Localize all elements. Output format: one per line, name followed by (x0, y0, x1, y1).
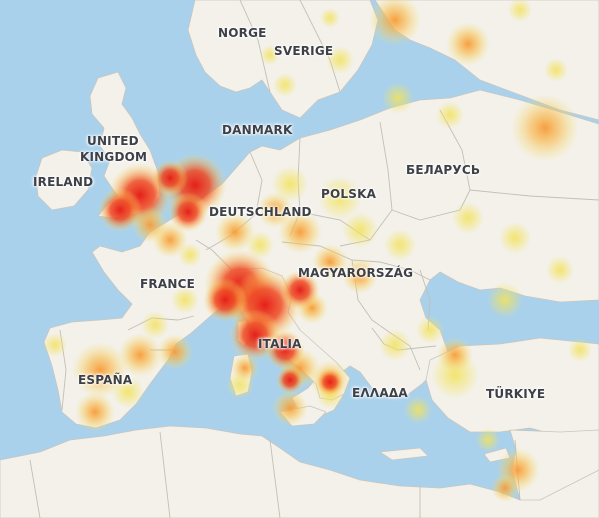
label-united-kingdom-line1: UNITED (87, 134, 139, 148)
heat-spot (203, 278, 247, 322)
heat-spot (491, 474, 519, 502)
label-norge: NORGE (218, 26, 267, 40)
label-sverige: SVERIGE (274, 44, 334, 58)
heat-spot (316, 368, 344, 396)
heat-spot (72, 342, 128, 398)
heat-spot (152, 160, 188, 196)
label-italia: ITALIA (258, 337, 302, 351)
land-crete (379, 447, 429, 461)
heat-spot (436, 101, 464, 129)
heat-spot (379, 329, 411, 361)
label-polska: POLSKA (321, 187, 377, 201)
heat-spot (342, 212, 378, 248)
heat-spot (446, 22, 490, 66)
heat-spot (384, 229, 416, 261)
heat-spot (487, 282, 523, 318)
heat-spot (231, 354, 259, 382)
heat-spot (511, 94, 579, 162)
heat-spot (272, 390, 308, 426)
heat-spot (369, 0, 421, 46)
heat-spot (118, 333, 162, 377)
land-scandinavia (187, 0, 379, 119)
heat-spot (168, 192, 208, 232)
heat-spot (257, 192, 293, 228)
heat-spot (141, 311, 169, 339)
heat-spot (382, 82, 414, 114)
heat-spot (273, 73, 297, 97)
label-magyarorszag: MAGYARORSZÁG (298, 266, 414, 280)
heat-spot (416, 316, 444, 344)
label-france: FRANCE (140, 277, 195, 291)
label-ireland: IRELAND (33, 175, 94, 189)
heat-spot (260, 45, 280, 65)
heat-spot (171, 286, 199, 314)
label-espana: ESPAÑA (78, 373, 133, 387)
heat-spot (157, 334, 193, 370)
heat-spot (404, 396, 432, 424)
heat-spot (215, 212, 255, 252)
heat-spot (437, 337, 473, 373)
heat-spot (272, 166, 308, 202)
heat-spot (452, 202, 484, 234)
heat-spot (280, 270, 320, 310)
label-belarus: БЕЛАРУСЬ (406, 163, 481, 177)
heat-spot (75, 392, 115, 432)
label-ellada: ΕΛΛΑΔΑ (352, 386, 408, 400)
heat-spot (342, 258, 378, 294)
heat-spot (320, 8, 340, 28)
label-deutschland: DEUTSCHLAND (209, 205, 312, 219)
heat-spot (508, 0, 532, 22)
heat-spot (546, 256, 574, 284)
heat-spot (43, 333, 67, 357)
heat-spot (568, 338, 592, 362)
heat-spot (312, 244, 348, 280)
heat-spot (265, 330, 305, 370)
heat-spot (276, 366, 304, 394)
label-danmark: DANMARK (222, 123, 293, 137)
heat-spot (132, 207, 168, 243)
heat-spot (476, 428, 500, 452)
label-united-kingdom-line2: KINGDOM (80, 150, 148, 164)
heat-spot (499, 222, 531, 254)
heat-spot (544, 58, 568, 82)
heat-spot (98, 188, 142, 232)
label-turkiye: TÜRKIYE (486, 387, 546, 401)
land-ireland (35, 149, 93, 211)
heat-spot (326, 46, 354, 74)
heat-spot (318, 176, 362, 220)
